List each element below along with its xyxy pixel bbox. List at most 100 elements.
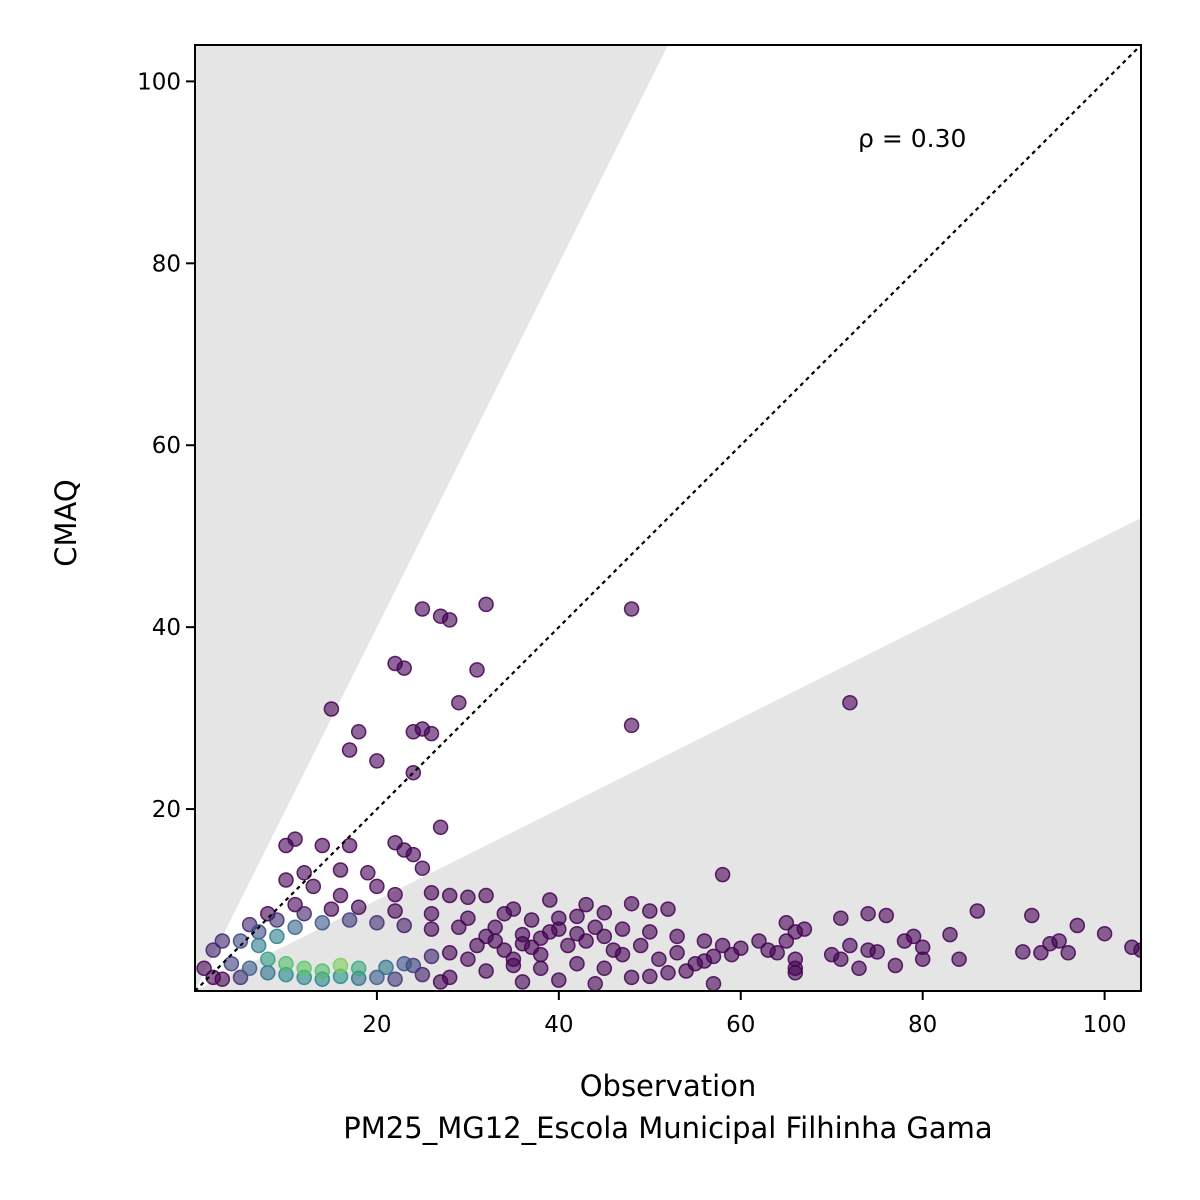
data-point bbox=[532, 930, 549, 946]
data-point bbox=[396, 917, 412, 934]
data-point bbox=[323, 701, 340, 717]
data-point bbox=[396, 660, 412, 676]
data-point bbox=[387, 886, 403, 903]
data-point bbox=[496, 905, 513, 922]
data-point bbox=[423, 905, 440, 922]
data-point bbox=[651, 951, 667, 967]
data-point bbox=[623, 601, 640, 617]
data-point bbox=[532, 960, 549, 977]
x-tick-label: 100 bbox=[1083, 1012, 1127, 1038]
data-point bbox=[714, 866, 731, 883]
data-point bbox=[951, 951, 967, 967]
data-point bbox=[441, 945, 458, 961]
data-point bbox=[387, 971, 403, 987]
data-point bbox=[241, 960, 258, 977]
x-tick-label: 80 bbox=[908, 1012, 937, 1038]
data-point bbox=[833, 910, 849, 926]
data-point bbox=[569, 908, 585, 925]
data-point bbox=[887, 957, 904, 974]
data-point bbox=[669, 928, 685, 945]
data-point bbox=[469, 662, 485, 678]
y-tick-label: 40 bbox=[152, 615, 181, 641]
data-point bbox=[851, 960, 867, 977]
data-point bbox=[260, 965, 276, 981]
data-point bbox=[269, 912, 285, 928]
y-tick-label: 60 bbox=[152, 433, 181, 459]
data-point bbox=[350, 724, 367, 740]
data-point bbox=[1060, 945, 1076, 961]
data-point bbox=[405, 724, 422, 740]
data-point bbox=[605, 942, 622, 958]
data-point bbox=[596, 960, 613, 977]
data-point bbox=[942, 926, 958, 943]
data-point bbox=[514, 935, 531, 952]
data-point bbox=[387, 903, 403, 919]
data-point bbox=[314, 837, 331, 854]
data-point bbox=[542, 892, 558, 908]
plot-frame bbox=[194, 44, 1142, 992]
data-point bbox=[660, 965, 676, 981]
data-point bbox=[596, 905, 613, 921]
data-point bbox=[432, 974, 449, 990]
data-point bbox=[278, 837, 294, 854]
data-point bbox=[414, 966, 431, 983]
data-point bbox=[460, 889, 476, 906]
data-point bbox=[787, 951, 804, 967]
data-point bbox=[842, 694, 858, 711]
data-point bbox=[232, 969, 249, 986]
data-point bbox=[560, 937, 576, 954]
data-point bbox=[341, 742, 358, 758]
data-point bbox=[751, 933, 767, 949]
data-point bbox=[350, 960, 367, 977]
data-point bbox=[341, 837, 358, 854]
data-point bbox=[523, 912, 540, 928]
data-point bbox=[623, 969, 640, 986]
data-point bbox=[478, 887, 494, 904]
data-point bbox=[441, 612, 458, 628]
data-point bbox=[578, 896, 594, 913]
one-to-one-line bbox=[195, 45, 1141, 991]
data-point bbox=[478, 596, 494, 613]
data-point bbox=[696, 933, 713, 949]
data-point bbox=[596, 928, 613, 945]
data-point bbox=[551, 972, 567, 988]
data-point bbox=[1042, 935, 1058, 952]
points-group bbox=[196, 596, 1141, 991]
y-axis-label: CMAQ bbox=[49, 479, 83, 566]
data-point bbox=[405, 846, 422, 863]
data-point bbox=[723, 946, 740, 963]
data-point bbox=[460, 910, 476, 926]
data-point bbox=[642, 968, 658, 985]
data-point bbox=[1024, 907, 1040, 924]
data-point bbox=[1124, 939, 1140, 956]
data-point bbox=[223, 955, 240, 972]
lower-shaded-band bbox=[195, 518, 1141, 991]
data-point bbox=[396, 955, 412, 972]
y-tick-label: 20 bbox=[152, 797, 181, 823]
data-point bbox=[569, 955, 585, 972]
data-point bbox=[423, 725, 440, 742]
data-point bbox=[860, 942, 876, 958]
data-point bbox=[423, 948, 440, 965]
data-point bbox=[214, 933, 231, 949]
data-point bbox=[1033, 945, 1049, 961]
data-point bbox=[460, 951, 476, 967]
data-point bbox=[669, 945, 685, 961]
data-point bbox=[205, 942, 221, 958]
data-point bbox=[350, 899, 367, 916]
data-point bbox=[705, 975, 722, 991]
data-point bbox=[332, 957, 349, 974]
data-point bbox=[332, 862, 349, 878]
data-point bbox=[414, 860, 431, 876]
data-point bbox=[432, 819, 449, 836]
data-point bbox=[1096, 925, 1113, 942]
data-point bbox=[250, 937, 267, 954]
data-point bbox=[369, 878, 385, 895]
data-point bbox=[914, 951, 931, 967]
data-point bbox=[469, 937, 485, 954]
upper-shaded-band bbox=[195, 45, 668, 991]
data-point bbox=[296, 865, 312, 881]
data-point bbox=[278, 955, 294, 972]
data-point bbox=[378, 959, 394, 976]
